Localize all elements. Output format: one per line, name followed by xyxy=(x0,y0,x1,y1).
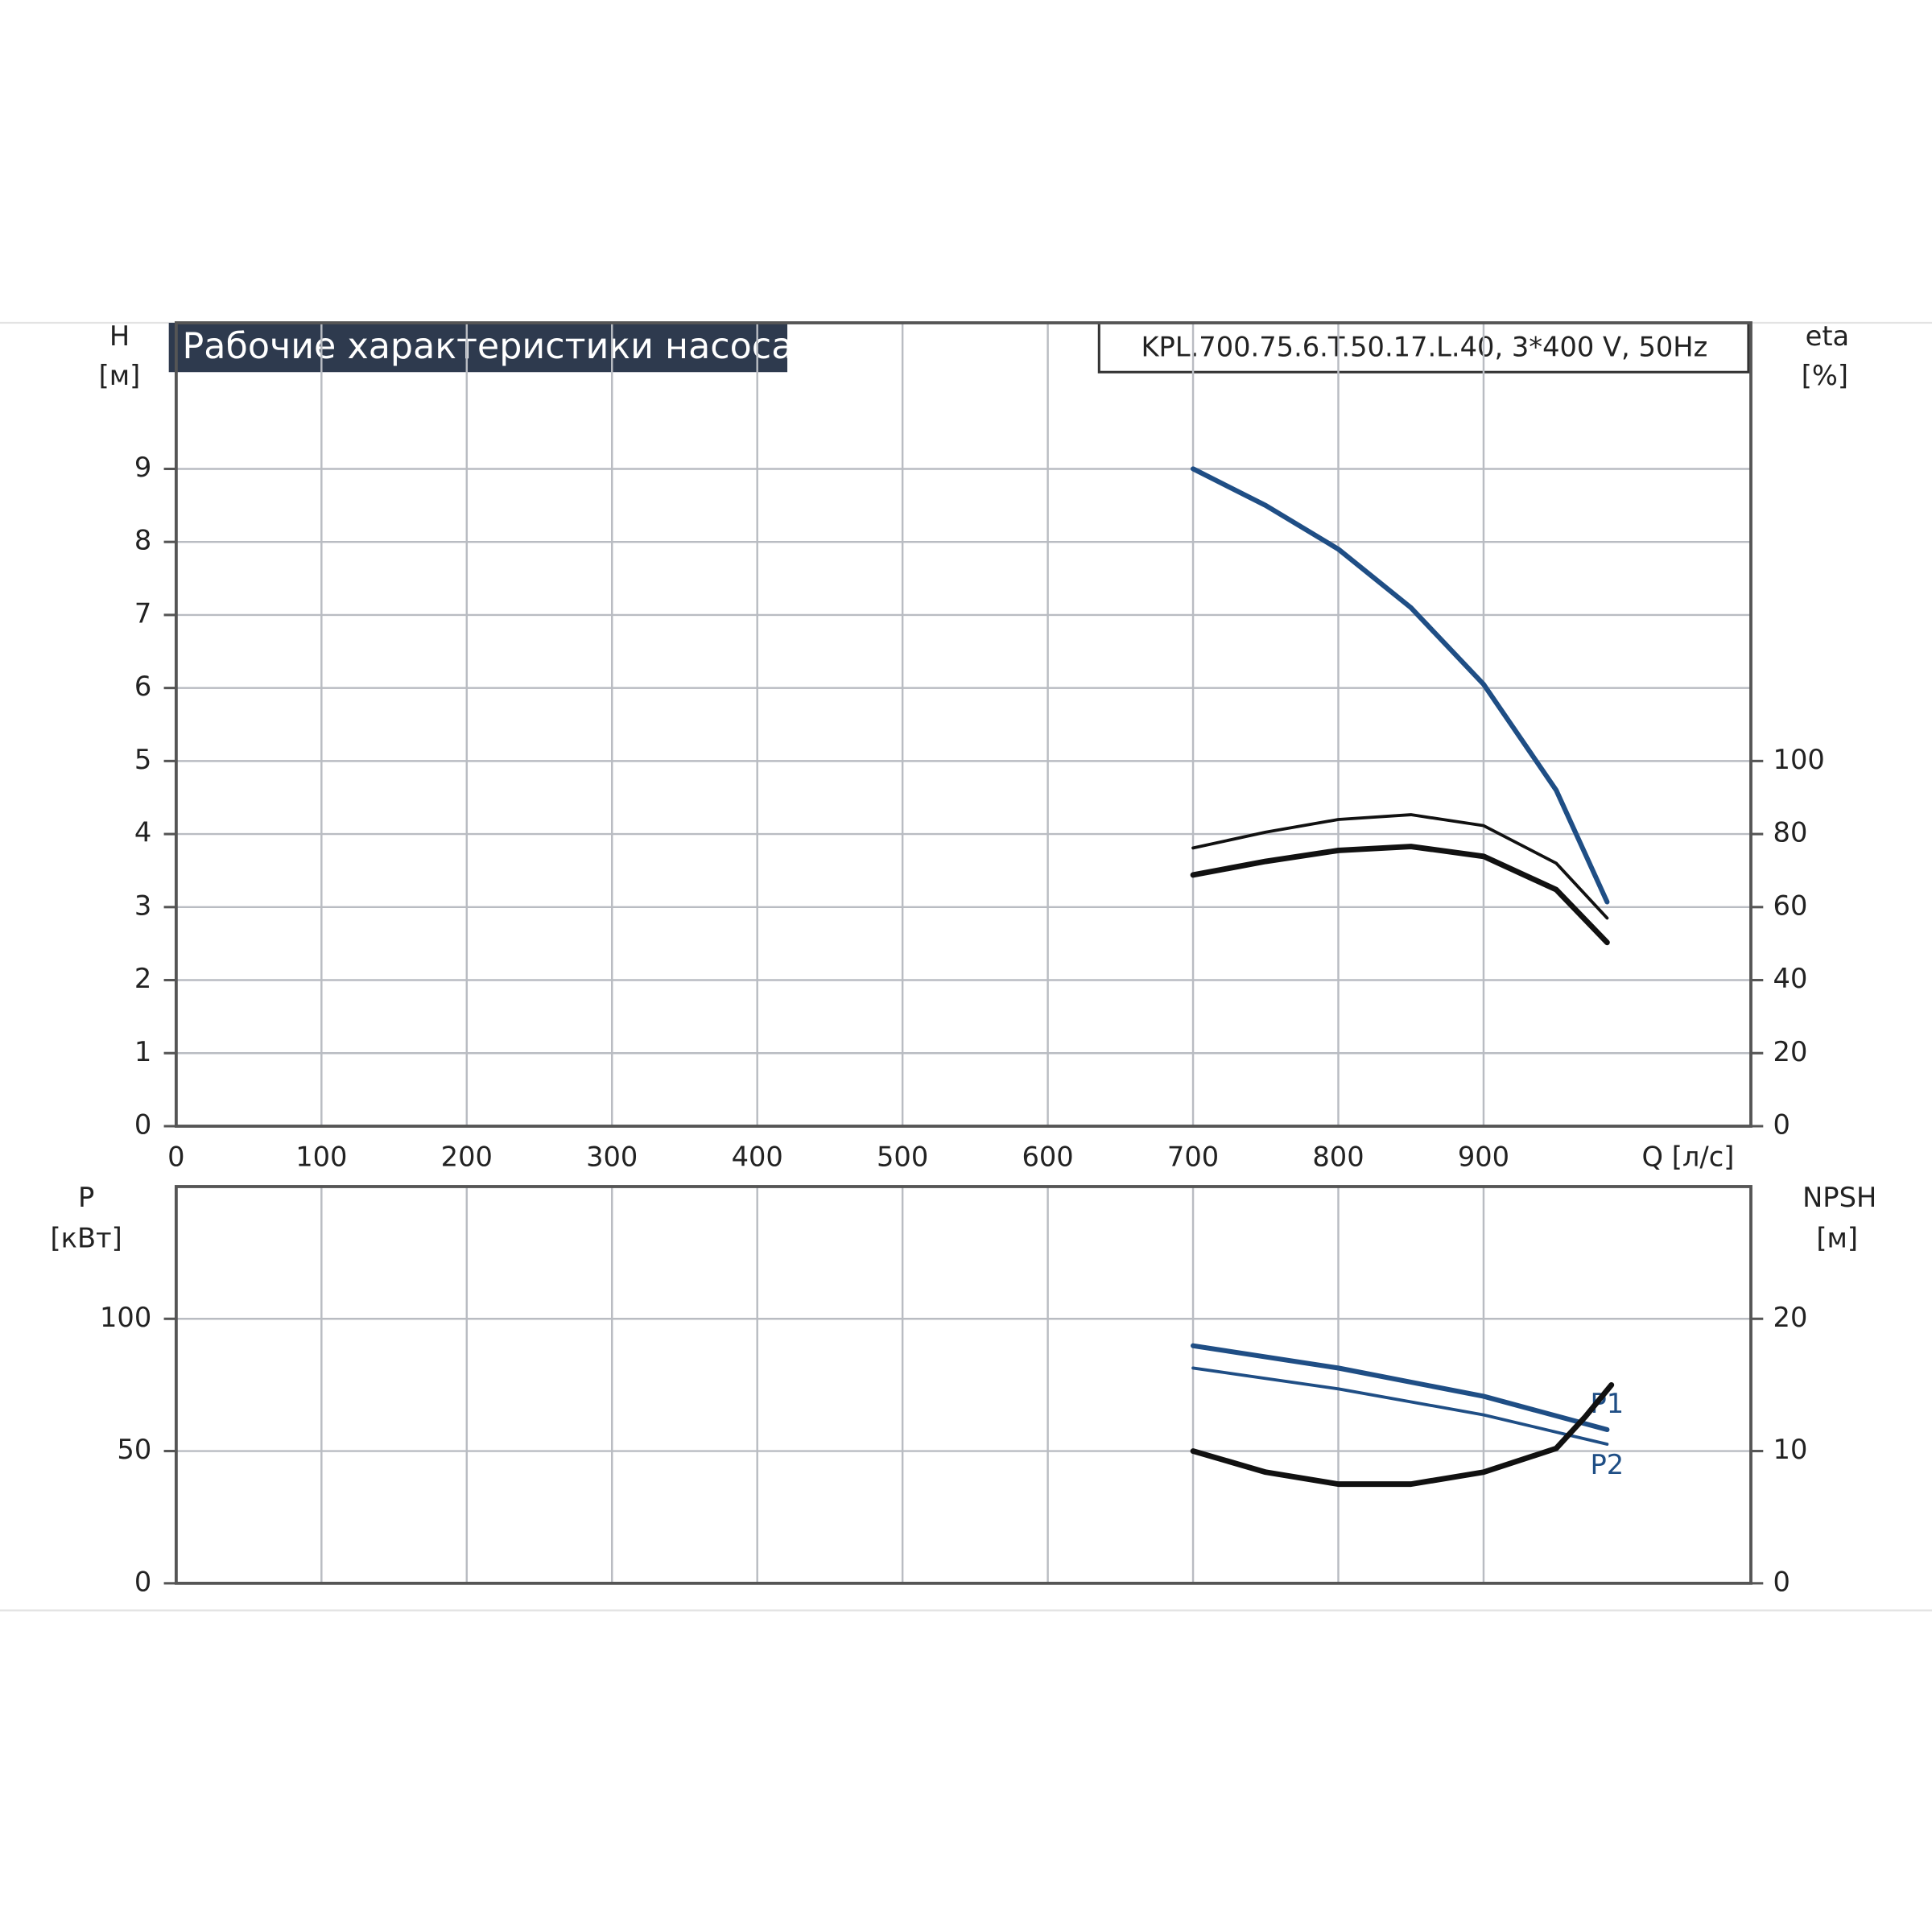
y-tick-label: 9 xyxy=(134,452,151,483)
x-axis-label: Q [л/с] xyxy=(1642,1141,1735,1172)
x-tick-label: 100 xyxy=(295,1141,347,1172)
series-label: P2 xyxy=(1590,1449,1624,1480)
y2-tick-label: 40 xyxy=(1773,963,1808,994)
x-tick-label: 400 xyxy=(732,1141,783,1172)
x-tick-label: 700 xyxy=(1167,1141,1219,1172)
y2-axis-label: NPSH xyxy=(1802,1182,1876,1213)
curve xyxy=(1190,1381,1615,1488)
curve xyxy=(1191,1366,1609,1446)
y-tick-label: 0 xyxy=(134,1566,151,1597)
y-axis-unit: [кВт] xyxy=(50,1222,122,1253)
plot-frame xyxy=(174,321,1752,1128)
y2-tick-label: 10 xyxy=(1773,1434,1808,1465)
curve xyxy=(1190,844,1610,946)
y-tick-label: 6 xyxy=(134,671,151,702)
plot-frame xyxy=(174,1185,1752,1585)
chart-title: Рабочие характеристики насоса xyxy=(183,326,794,367)
x-tick-label: 900 xyxy=(1458,1141,1509,1172)
y-tick-label: 50 xyxy=(117,1434,151,1465)
x-tick-label: 200 xyxy=(441,1141,493,1172)
y-axis-label: P xyxy=(78,1182,94,1213)
y2-axis-label: eta xyxy=(1806,320,1850,352)
y2-axis-unit: [%] xyxy=(1802,360,1848,391)
y-tick-label: 3 xyxy=(134,890,151,921)
y-axis-label: H xyxy=(109,320,130,352)
y2-tick-label: 0 xyxy=(1773,1566,1790,1597)
model-label: KPL.700.75.6.T.50.17.L.40, 3*400 V, 50Hz xyxy=(1141,332,1707,363)
y-tick-label: 4 xyxy=(134,817,151,848)
x-tick-label: 600 xyxy=(1022,1141,1073,1172)
y-axis-unit: [м] xyxy=(99,360,141,391)
y2-tick-label: 0 xyxy=(1773,1108,1790,1140)
y-tick-label: 2 xyxy=(134,963,151,994)
y2-tick-label: 20 xyxy=(1773,1036,1808,1067)
y-tick-label: 8 xyxy=(134,525,151,556)
x-tick-label: 500 xyxy=(877,1141,928,1172)
curve xyxy=(1191,1343,1610,1433)
y2-tick-label: 100 xyxy=(1773,744,1825,775)
model-box xyxy=(1097,321,1750,374)
curve xyxy=(1191,813,1609,920)
y-tick-label: 1 xyxy=(134,1036,151,1067)
y-tick-label: 7 xyxy=(134,597,151,629)
x-tick-label: 300 xyxy=(586,1141,638,1172)
y-tick-label: 100 xyxy=(100,1302,151,1333)
y2-tick-label: 20 xyxy=(1773,1302,1808,1333)
x-tick-label: 0 xyxy=(167,1141,184,1172)
y-tick-label: 5 xyxy=(134,744,151,775)
y2-tick-label: 60 xyxy=(1773,890,1808,921)
curve xyxy=(1191,466,1610,905)
y-tick-label: 0 xyxy=(134,1108,151,1140)
y2-tick-label: 80 xyxy=(1773,817,1808,848)
y2-axis-unit: [м] xyxy=(1816,1222,1858,1253)
x-tick-label: 800 xyxy=(1312,1141,1364,1172)
title-box xyxy=(168,323,788,373)
